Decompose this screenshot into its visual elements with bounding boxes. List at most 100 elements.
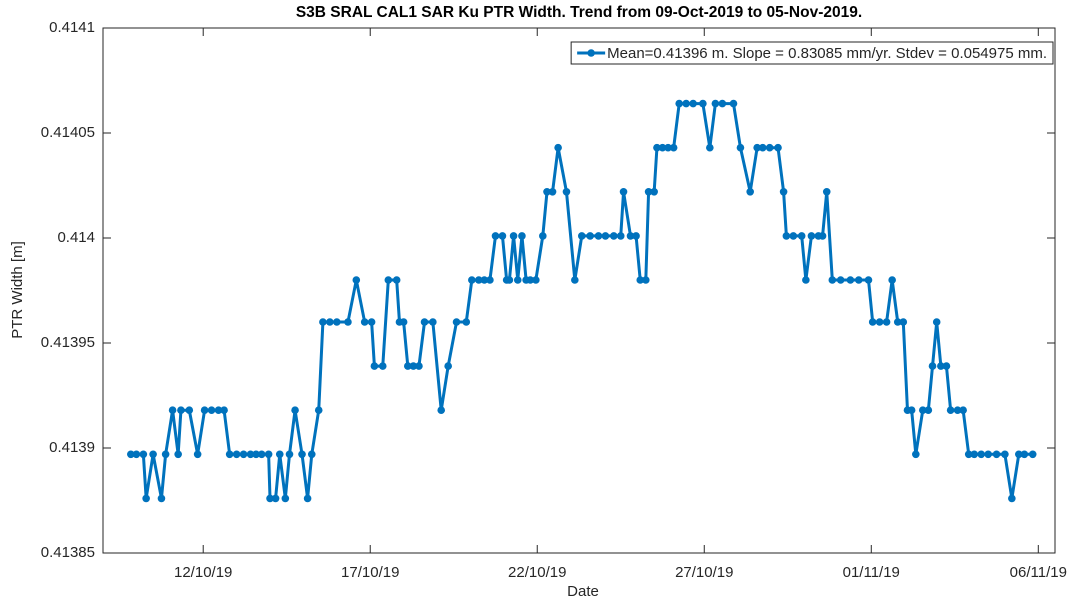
legend: Mean=0.41396 m. Slope = 0.83085 mm/yr. S… [570, 41, 1054, 65]
series-line [130, 102, 1033, 500]
data-point [946, 406, 955, 415]
data-point [429, 318, 437, 326]
data-point [486, 276, 494, 284]
data-point [644, 188, 653, 196]
data-point [953, 406, 962, 415]
y-tick-label: 0.4139 [49, 439, 95, 456]
data-point [225, 450, 234, 459]
data-point [513, 276, 522, 284]
data-point [415, 362, 423, 370]
data-point [718, 99, 727, 108]
data-point [444, 362, 452, 370]
data-point [193, 450, 202, 459]
data-point [854, 276, 863, 284]
data-point [399, 318, 408, 326]
data-point [729, 99, 738, 108]
data-point [932, 318, 941, 326]
data-point [888, 276, 896, 284]
x-tick-label: 12/10/19 [174, 564, 232, 581]
data-point [868, 318, 877, 326]
data-point [532, 276, 540, 284]
data-point [942, 362, 951, 370]
data-point [177, 406, 185, 415]
data-point [252, 450, 260, 459]
data-point [526, 276, 535, 284]
data-point [609, 232, 618, 240]
data-point [232, 450, 241, 459]
y-tick-label: 0.41395 [41, 334, 95, 351]
data-point [1015, 450, 1023, 459]
data-point [409, 362, 418, 370]
data-point [807, 232, 816, 240]
legend-label: Mean=0.41396 m. Slope = 0.83085 mm/yr. S… [607, 45, 1047, 62]
data-point [352, 276, 361, 284]
data-point [266, 494, 274, 503]
data-point [758, 143, 767, 152]
data-point [1001, 450, 1009, 459]
data-point [127, 450, 135, 459]
data-point [291, 406, 299, 415]
data-point [314, 406, 323, 415]
data-point [616, 232, 625, 240]
data-point [281, 494, 290, 503]
data-point [1028, 450, 1037, 459]
data-point [912, 450, 920, 459]
data-point [846, 276, 855, 284]
data-point [319, 318, 327, 326]
data-point [970, 450, 979, 459]
data-point [586, 232, 594, 240]
data-point [669, 143, 678, 152]
chart-title: S3B SRAL CAL1 SAR Ku PTR Width. Trend fr… [296, 4, 862, 21]
legend-box [570, 41, 1054, 65]
data-point [420, 318, 429, 326]
data-point [239, 450, 248, 459]
data-point [392, 276, 401, 284]
data-point [782, 232, 791, 240]
data-point [706, 143, 714, 152]
y-tick-label: 0.41405 [41, 124, 95, 141]
data-point [907, 406, 916, 415]
data-point [571, 276, 579, 284]
data-point [828, 276, 837, 284]
data-point [882, 318, 891, 326]
data-point [689, 99, 697, 108]
data-point [264, 450, 273, 459]
data-point [404, 362, 412, 370]
data-point [774, 143, 782, 152]
data-point [344, 318, 352, 326]
data-point [157, 494, 166, 503]
plot-area [102, 27, 1056, 554]
data-point [554, 143, 562, 152]
data-point [664, 143, 672, 152]
data-point [539, 232, 547, 240]
data-point [548, 188, 557, 196]
data-point [246, 450, 255, 459]
data-point [699, 99, 707, 108]
data-point [619, 188, 628, 196]
data-point [964, 450, 973, 459]
data-point [518, 232, 526, 240]
data-point [498, 232, 507, 240]
data-point [307, 450, 316, 459]
data-point [924, 406, 933, 415]
data-point [864, 276, 873, 284]
x-tick-label: 22/10/19 [508, 564, 566, 581]
data-point [626, 232, 635, 240]
y-tick-label: 0.41385 [41, 544, 95, 561]
data-point [736, 143, 745, 152]
data-point [543, 188, 551, 196]
data-point [509, 232, 518, 240]
x-tick-label: 27/10/19 [675, 564, 733, 581]
data-point [822, 188, 831, 196]
data-point [562, 188, 571, 196]
data-point [765, 143, 774, 152]
data-point [185, 406, 194, 415]
data-point [636, 276, 645, 284]
data-point [653, 143, 661, 152]
y-tick-label: 0.4141 [49, 19, 95, 36]
data-point [149, 450, 157, 459]
data-point [658, 143, 667, 152]
data-point [977, 450, 986, 459]
y-tick-label: 0.414 [57, 229, 95, 246]
